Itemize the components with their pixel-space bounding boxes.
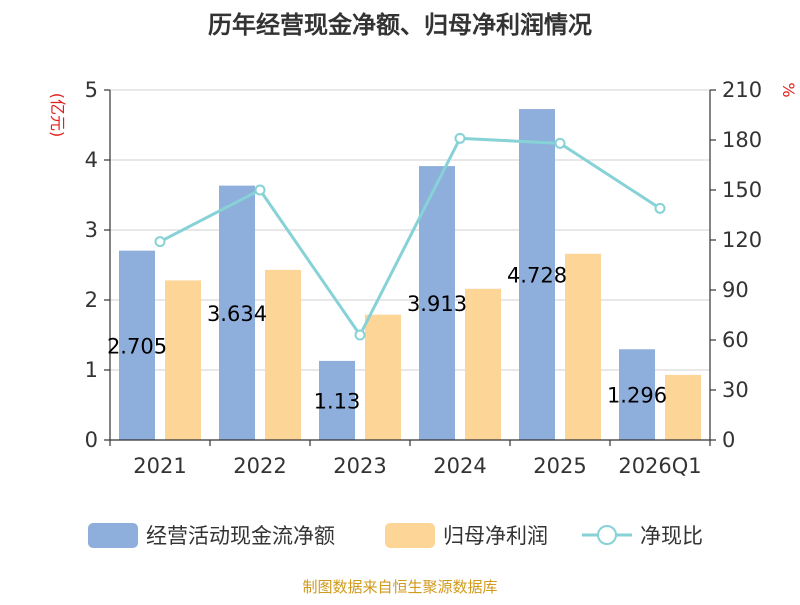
x-tick-label: 2024 — [433, 454, 486, 478]
legend: 经营活动现金流净额 归母净利润 净现比 — [88, 523, 703, 548]
y-right-tick-label: 60 — [722, 328, 749, 352]
line-point — [254, 184, 266, 196]
bar-netprofit — [365, 314, 401, 440]
x-tick-label: 2023 — [333, 454, 386, 478]
axes: 0 1 2 3 4 5 0 30 60 90 120 150 180 210 2021 2022 2023 202… — [48, 78, 798, 478]
x-tick-label: 2021 — [133, 454, 186, 478]
bar-cashflow — [119, 250, 155, 440]
x-tick-label: 2022 — [233, 454, 286, 478]
y-right-tick-label: 120 — [722, 228, 762, 252]
bar-data-label: 2.705 — [107, 334, 167, 358]
y-right-tick-label: 150 — [722, 178, 762, 202]
bar-netprofit — [665, 374, 701, 440]
chart-title: 历年经营现金净额、归母净利润情况 — [208, 11, 592, 39]
y-left-tick-label: 0 — [85, 428, 98, 452]
y-right-tick-label: 180 — [722, 128, 762, 152]
grid — [110, 89, 710, 371]
bar-data-label: 3.913 — [407, 292, 467, 316]
source-note: 制图数据来自恒生聚源数据库 — [302, 578, 497, 596]
bar-data-label: 4.728 — [507, 264, 567, 288]
y-right-tick-label: 30 — [722, 378, 749, 402]
y-left-tick-label: 1 — [85, 358, 98, 382]
bar-data-label: 1.296 — [607, 384, 667, 408]
legend-label: 净现比 — [640, 524, 703, 548]
bar-data-label: 3.634 — [207, 302, 267, 326]
bars — [119, 109, 701, 440]
legend-label: 经营活动现金流净额 — [146, 524, 335, 548]
line-point — [454, 132, 466, 144]
bar-data-label: 1.13 — [314, 389, 361, 413]
data-labels: 2.705 3.634 1.13 3.913 4.728 1.296 — [107, 264, 667, 414]
bar-cashflow — [619, 349, 655, 440]
line-point — [654, 202, 666, 214]
bar-netprofit — [165, 280, 201, 440]
legend-label: 归母净利润 — [443, 524, 548, 548]
bar-cashflow — [519, 109, 555, 440]
line-point — [354, 329, 366, 341]
line-point — [154, 236, 166, 248]
legend-swatch — [88, 523, 138, 548]
legend-swatch — [385, 523, 435, 548]
bar-cashflow — [219, 185, 255, 440]
y-left-tick-label: 5 — [85, 78, 98, 102]
x-tick-label: 2025 — [533, 454, 586, 478]
y-left-tick-label: 3 — [85, 218, 98, 242]
y-left-unit-label: (亿元) — [48, 93, 67, 138]
bar-netprofit — [565, 253, 601, 440]
line-series — [154, 132, 666, 341]
bar-cashflow — [419, 166, 455, 440]
x-tick-label: 2026Q1 — [618, 454, 701, 478]
bar-cashflow — [319, 360, 355, 440]
line-point — [554, 137, 566, 149]
y-left-tick-label: 4 — [85, 148, 98, 172]
bar-netprofit — [265, 269, 301, 440]
y-right-unit-label: % — [779, 82, 798, 97]
y-right-tick-label: 90 — [722, 278, 749, 302]
y-left-tick-label: 2 — [85, 288, 98, 312]
legend-swatch-marker — [597, 525, 617, 545]
line-ratio — [159, 136, 661, 338]
y-right-tick-label: 0 — [722, 428, 735, 452]
bar-netprofit — [465, 288, 501, 440]
y-right-tick-label: 210 — [722, 78, 762, 102]
